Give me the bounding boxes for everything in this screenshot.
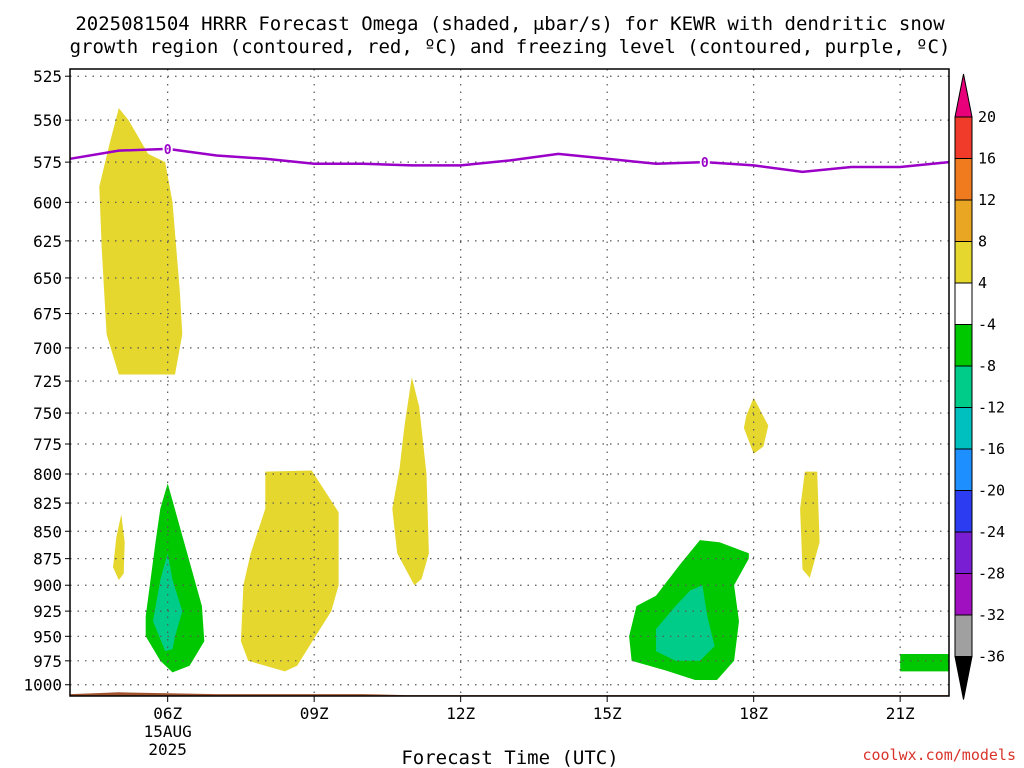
y-tick-label-725: 725 bbox=[33, 372, 62, 391]
colorbar-box-11 bbox=[954, 531, 973, 574]
y-tick-label-1000: 1000 bbox=[23, 676, 62, 695]
colorbar-label-9: -20 bbox=[978, 482, 1005, 500]
terrain-surface bbox=[70, 692, 949, 696]
y-tick-label-975: 975 bbox=[33, 652, 62, 671]
colorbar-label-7: -12 bbox=[978, 399, 1005, 417]
colorbar-label-1: 16 bbox=[978, 150, 996, 168]
colorbar-box-13 bbox=[954, 614, 973, 657]
colorbar-label-4: 4 bbox=[978, 274, 987, 292]
freezing-level-label-1: 0 bbox=[164, 143, 172, 158]
colorbar-label-11: -28 bbox=[978, 565, 1005, 583]
colorbar-box-4 bbox=[954, 241, 973, 284]
y-tick-label-850: 850 bbox=[33, 522, 62, 541]
x-tick-date-label: 15AUG bbox=[144, 722, 192, 741]
colorbar-label-2: 12 bbox=[978, 191, 996, 209]
y-tick-label-625: 625 bbox=[33, 232, 62, 251]
x-tick-label-09Z: 09Z bbox=[300, 704, 329, 723]
y-tick-label-700: 700 bbox=[33, 339, 62, 358]
omega-region-11 bbox=[900, 654, 949, 672]
plot-area bbox=[70, 108, 949, 696]
omega-region-5 bbox=[743, 397, 769, 454]
omega-region-7 bbox=[145, 483, 205, 673]
omega-region-2 bbox=[113, 514, 125, 580]
colorbar-top-arrow bbox=[954, 73, 973, 118]
y-tick-label-825: 825 bbox=[33, 494, 62, 513]
y-tick-label-750: 750 bbox=[33, 404, 62, 423]
freezing-level-line bbox=[69, 147, 950, 174]
y-tick-label-925: 925 bbox=[33, 602, 62, 621]
colorbar-box-5 bbox=[954, 282, 973, 325]
colorbar-label-12: -32 bbox=[978, 606, 1005, 624]
freezing-level-label-2: 0 bbox=[701, 156, 709, 171]
y-tick-label-800: 800 bbox=[33, 465, 62, 484]
y-tick-label-950: 950 bbox=[33, 627, 62, 646]
colorbar-label-8: -16 bbox=[978, 440, 1005, 458]
y-tick-label-675: 675 bbox=[33, 305, 62, 324]
colorbar-label-6: -8 bbox=[978, 357, 996, 375]
colorbar-label-0: 20 bbox=[978, 108, 996, 126]
colorbar-box-9 bbox=[954, 448, 973, 491]
colorbar-label-13: -36 bbox=[978, 648, 1005, 666]
colorbar-box-6 bbox=[954, 324, 973, 367]
y-tick-label-900: 900 bbox=[33, 576, 62, 595]
x-tick-label-06Z: 06Z bbox=[153, 704, 182, 723]
y-tick-label-550: 550 bbox=[33, 111, 62, 130]
x-tick-label-21Z: 21Z bbox=[886, 704, 915, 723]
colorbar-box-8 bbox=[954, 407, 973, 450]
freezing-level-contour: 00 bbox=[69, 140, 950, 174]
omega-region-4 bbox=[392, 377, 429, 586]
x-tick-label-18Z: 18Z bbox=[739, 704, 768, 723]
y-tick-label-525: 525 bbox=[33, 67, 62, 86]
colorbar-box-3 bbox=[954, 199, 973, 242]
x-tick-year-label: 2025 bbox=[148, 740, 187, 759]
x-axis-label: Forecast Time (UTC) bbox=[401, 747, 618, 768]
chart-title-line-1: 2025081504 HRRR Forecast Omega (shaded, … bbox=[75, 13, 945, 35]
x-tick-label-12Z: 12Z bbox=[446, 704, 475, 723]
source-credit: coolwx.com/models bbox=[862, 746, 1016, 764]
colorbar-box-10 bbox=[954, 490, 973, 533]
y-tick-label-650: 650 bbox=[33, 269, 62, 288]
omega-region-1 bbox=[99, 108, 183, 375]
colorbar-label-3: 8 bbox=[978, 233, 987, 251]
chart-title-line-2: growth region (contoured, red, ºC) and f… bbox=[70, 36, 951, 58]
colorbar-box-12 bbox=[954, 573, 973, 616]
omega-region-6 bbox=[800, 471, 820, 578]
grid-lines bbox=[70, 69, 949, 696]
y-tick-label-875: 875 bbox=[33, 550, 62, 569]
colorbar-box-1 bbox=[954, 116, 973, 159]
omega-region-3 bbox=[240, 470, 339, 672]
colorbar-label-10: -24 bbox=[978, 523, 1005, 541]
freezing-label-bg-2 bbox=[699, 154, 710, 170]
colorbar-box-2 bbox=[954, 158, 973, 201]
colorbar-bottom-arrow bbox=[954, 656, 973, 700]
x-tick-label-15Z: 15Z bbox=[593, 704, 622, 723]
freezing-label-bg-1 bbox=[162, 140, 173, 156]
y-tick-label-575: 575 bbox=[33, 153, 62, 172]
y-tick-label-600: 600 bbox=[33, 193, 62, 212]
plot-frame bbox=[69, 68, 950, 697]
omega-region-10 bbox=[656, 585, 715, 661]
colorbar-label-5: -4 bbox=[978, 316, 996, 334]
colorbar-box-7 bbox=[954, 365, 973, 408]
axes: 525 550 575 600 625 650 675 700 725 750 775 800 825 8… bbox=[23, 67, 915, 759]
colorbar: 20 16 12 8 4 -4 -8 -12 -16 -20 -24 -28 -32 -36 bbox=[954, 73, 1005, 700]
y-tick-label-775: 775 bbox=[33, 435, 62, 454]
